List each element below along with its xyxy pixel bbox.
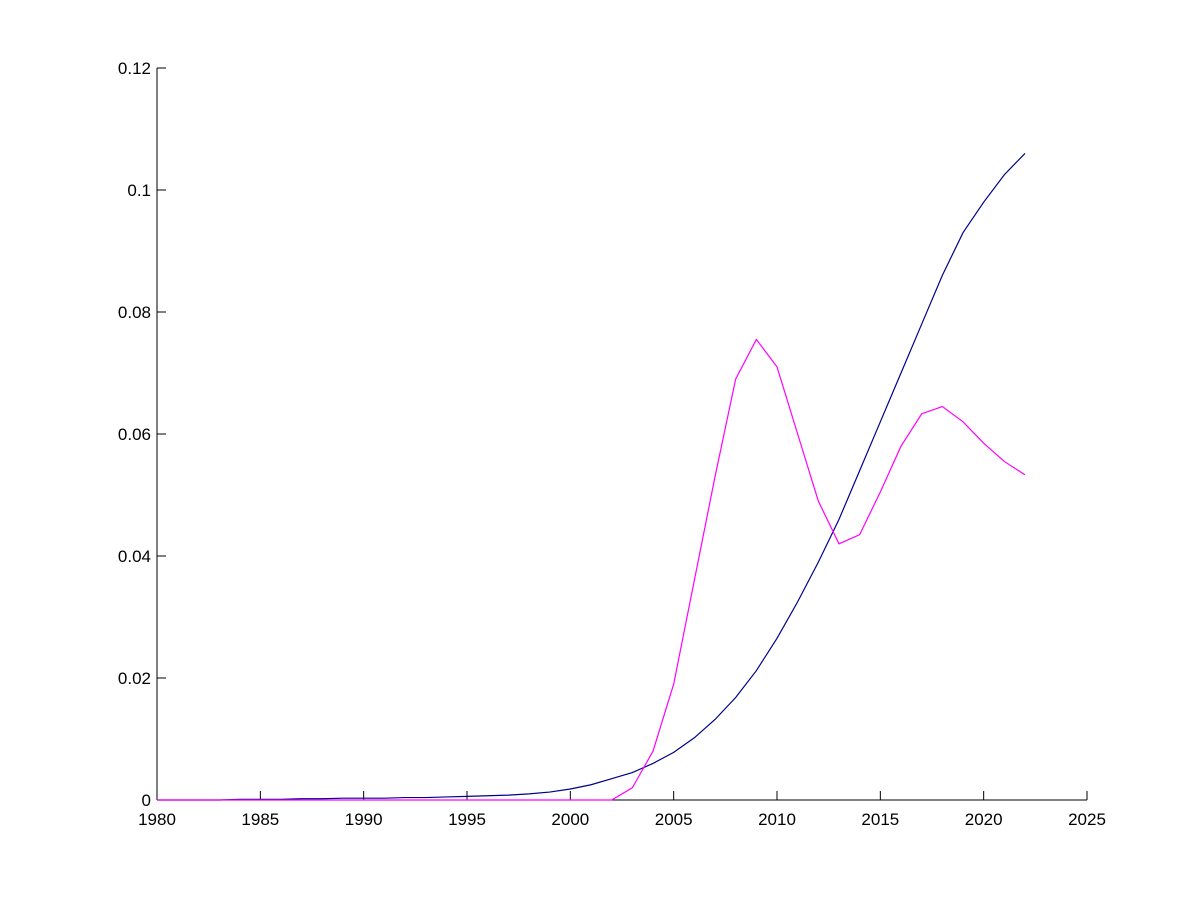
y-tick-label: 0 [142,791,151,810]
x-tick-label: 2010 [758,810,796,829]
x-tick-label: 2005 [655,810,693,829]
y-tick-label: 0.06 [118,425,151,444]
y-tick-label: 0.08 [118,303,151,322]
series-line [157,338,1026,801]
y-tick-label: 0.1 [127,181,151,200]
x-tick-label: 1980 [138,810,176,829]
x-tick-label: 2020 [965,810,1003,829]
y-tick-label: 0.12 [118,59,151,78]
y-tick-label: 0.04 [118,547,151,566]
y-tick-label: 0.02 [118,669,151,688]
x-tick-label: 2000 [551,810,589,829]
x-tick-label: 1985 [241,810,279,829]
x-tick-label: 2015 [861,810,899,829]
x-tick-label: 1995 [448,810,486,829]
x-tick-label: 1990 [345,810,383,829]
series-line [157,152,1026,801]
x-tick-label: 2025 [1068,810,1106,829]
